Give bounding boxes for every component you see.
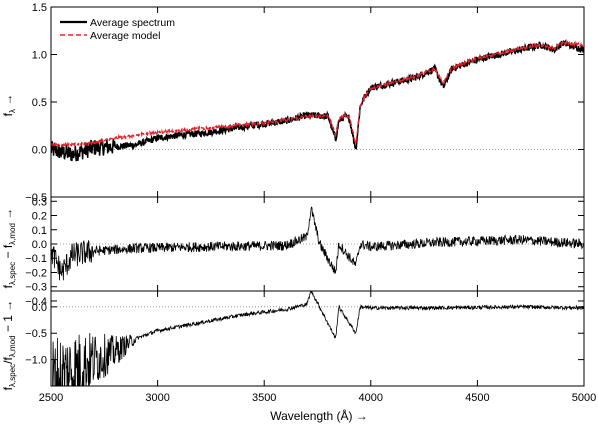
ytick-label-top-4: −0.5 xyxy=(25,192,47,204)
ytick-label-middle-3: 0.0 xyxy=(32,239,47,251)
xtick-label-4: 4500 xyxy=(465,392,489,404)
series-line-top-1 xyxy=(51,40,584,148)
ytick-label-top-2: 0.5 xyxy=(32,97,47,109)
xtick-label-3: 4000 xyxy=(359,392,383,404)
legend-label-model: Average model xyxy=(90,30,160,42)
ytick-label-top-1: 1.0 xyxy=(32,50,47,62)
series-line-bottom-0 xyxy=(52,291,584,386)
ytick-label-top-3: 0.0 xyxy=(32,145,47,157)
ytick-label-middle-4: −0.1 xyxy=(25,253,47,265)
chart-panels: 1.51.00.50.0−0.50.30.20.10.0−0.1−0.2−0.3… xyxy=(25,2,596,404)
legend-label-spectrum: Average spectrum xyxy=(90,17,175,29)
xtick-label-1: 3000 xyxy=(145,392,169,404)
ytick-label-bottom-2: −1.0 xyxy=(25,355,47,367)
xtick-label-5: 5000 xyxy=(572,392,596,404)
ytick-label-bottom-1: −0.5 xyxy=(25,328,47,340)
series-line-middle-0 xyxy=(51,206,584,281)
ytick-label-middle-5: −0.2 xyxy=(25,267,47,279)
legend: Average spectrum Average model xyxy=(60,17,175,42)
ytick-label-middle-0: 0.3 xyxy=(32,196,47,208)
ytick-label-middle-7: −0.4 xyxy=(25,296,47,308)
panel-frame-bottom xyxy=(50,290,585,387)
xtick-label-0: 2500 xyxy=(39,392,63,404)
ytick-label-middle-2: 0.1 xyxy=(32,225,47,237)
ytick-label-top-0: 1.5 xyxy=(32,2,47,14)
x-axis-label: Wavelength (Å) → xyxy=(270,408,368,423)
ytick-label-middle-1: 0.2 xyxy=(32,211,47,223)
panel-top: 1.5 1.0 0.5 0.0 −0.5 xyxy=(25,2,585,204)
ytick-label-bottom-0: 0.0 xyxy=(32,302,47,314)
xtick-label-2: 3500 xyxy=(252,392,276,404)
ytick-label-middle-6: −0.3 xyxy=(25,282,47,294)
panel-bottom: 0.0 −0.5 −1.0 2500 3000 3500 4000 4500 5000 xyxy=(25,290,596,404)
